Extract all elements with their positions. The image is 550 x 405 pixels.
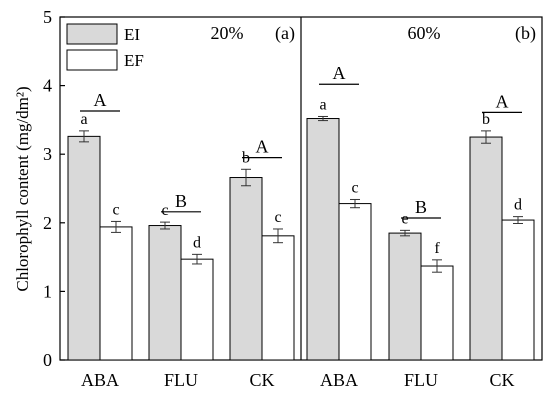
y-tick-label: 1 xyxy=(43,281,52,301)
significance-letter: d xyxy=(514,197,522,214)
legend-label: EF xyxy=(124,51,144,70)
bar-ef xyxy=(261,235,295,361)
significance-letter: d xyxy=(193,234,201,251)
bar-ef xyxy=(99,226,133,361)
significance-letter: a xyxy=(80,111,87,128)
bar-ei xyxy=(388,232,422,361)
y-tick-label: 0 xyxy=(43,350,52,370)
group-letter: B xyxy=(175,191,187,211)
group-letter: A xyxy=(94,90,107,110)
significance-letter: f xyxy=(434,240,440,257)
group-letter: A xyxy=(333,63,346,83)
x-tick-label: CK xyxy=(489,370,514,390)
significance-letter: c xyxy=(161,202,168,219)
group-letter: B xyxy=(415,197,427,217)
group-letter: A xyxy=(496,91,509,111)
x-tick-label: FLU xyxy=(404,370,438,390)
legend-swatch-ef xyxy=(66,49,118,71)
y-axis-label-text: Chlorophyll content (mg/dm²) xyxy=(13,86,32,291)
significance-letter: c xyxy=(274,209,281,226)
y-tick-label: 2 xyxy=(43,213,52,233)
y-tick-label: 5 xyxy=(43,7,52,27)
bar-ei xyxy=(306,118,340,361)
bar-ef xyxy=(420,265,454,361)
significance-letter: c xyxy=(351,179,358,196)
significance-letter: b xyxy=(482,111,490,128)
group-letter: A xyxy=(256,137,269,157)
panel-title: 20% xyxy=(211,23,244,43)
x-tick-label: ABA xyxy=(320,370,358,390)
legend: EI EF xyxy=(66,23,144,71)
y-tick-label: 4 xyxy=(43,76,52,96)
legend-label: EI xyxy=(124,25,140,44)
x-tick-label: ABA xyxy=(81,370,119,390)
significance-letter: e xyxy=(401,210,408,227)
bar-ef xyxy=(338,203,372,361)
bar-ei xyxy=(469,136,503,361)
panel-label: (a) xyxy=(275,23,295,44)
significance-letter: c xyxy=(112,201,119,218)
bar-ei xyxy=(148,225,182,361)
significance-letter: a xyxy=(319,96,326,113)
legend-swatch-ei xyxy=(66,23,118,45)
y-axis-label: Chlorophyll content (mg/dm²) xyxy=(13,86,32,291)
bar-ef xyxy=(180,258,214,361)
bar-ef xyxy=(501,219,535,361)
x-tick-label: FLU xyxy=(164,370,198,390)
bar-ei xyxy=(229,177,263,361)
y-tick-label: 3 xyxy=(43,144,52,164)
x-tick-label: CK xyxy=(249,370,274,390)
bar-ei xyxy=(67,135,101,361)
panel-title: 60% xyxy=(408,23,441,43)
panel-label: (b) xyxy=(515,23,536,44)
